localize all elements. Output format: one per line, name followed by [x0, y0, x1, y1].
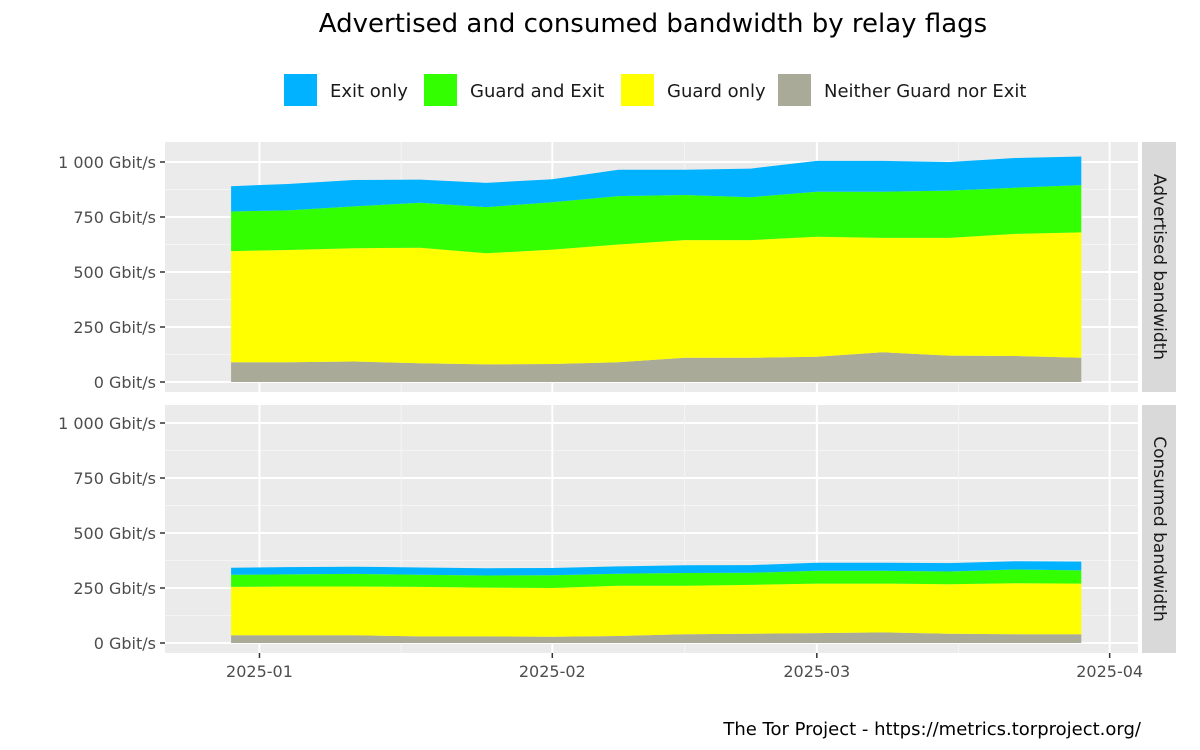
strip-label: Advertised bandwidth [1149, 174, 1169, 360]
y-tick-label: 500 Gbit/s [73, 524, 156, 543]
area-guard-only [231, 583, 1082, 637]
legend: Exit only Guard and Exit Guard only Neither… [284, 74, 1026, 106]
caption: The Tor Project - https://metrics.torpro… [722, 719, 1142, 740]
area-guard-only [231, 232, 1082, 365]
y-tick-label: 250 Gbit/s [73, 579, 156, 598]
x-tick-label: 2025-01 [226, 662, 293, 681]
legend-label-guard-only: Guard only [667, 81, 766, 102]
y-tick-label: 0 Gbit/s [94, 634, 156, 653]
y-tick-label: 250 Gbit/s [73, 318, 156, 337]
legend-label-neither-guard-nor-exit: Neither Guard nor Exit [824, 81, 1026, 102]
x-axis: 2025-01 2025-02 2025-03 2025-04 [226, 653, 1143, 681]
y-tick-label: 1 000 Gbit/s [58, 153, 156, 172]
legend-label-exit-only: Exit only [330, 81, 408, 102]
legend-swatch-guard-only [621, 74, 654, 106]
y-axis: 0 Gbit/s 250 Gbit/s 500 Gbit/s 750 Gbit/s 1 … [58, 153, 165, 392]
y-tick-label: 1 000 Gbit/s [58, 414, 156, 433]
area-exit-only [231, 156, 1082, 212]
area-guard-and-exit [231, 569, 1082, 588]
area-guard-and-exit [231, 185, 1082, 254]
legend-label-guard-and-exit: Guard and Exit [470, 81, 604, 102]
x-tick-label: 2025-03 [783, 662, 850, 681]
y-tick-label: 750 Gbit/s [73, 469, 156, 488]
y-axis: 0 Gbit/s 250 Gbit/s 500 Gbit/s 750 Gbit/s 1 … [58, 414, 165, 653]
chart-title: Advertised and consumed bandwidth by rel… [319, 9, 987, 39]
strip-background [1142, 405, 1176, 653]
strip-label: Consumed bandwidth [1149, 436, 1169, 622]
panel-consumed: 0 Gbit/s 250 Gbit/s 500 Gbit/s 750 Gbit/s 1 … [58, 405, 1176, 653]
strip-background [1142, 142, 1176, 392]
area-neither-guard-nor-exit [231, 632, 1082, 643]
y-tick-label: 500 Gbit/s [73, 263, 156, 282]
legend-swatch-exit-only [284, 74, 317, 106]
legend-swatch-guard-and-exit [424, 74, 457, 106]
stacked-areas [231, 156, 1082, 382]
legend-swatch-neither-guard-nor-exit [778, 74, 811, 106]
x-tick-label: 2025-02 [519, 662, 586, 681]
area-neither-guard-nor-exit [231, 352, 1082, 382]
y-tick-label: 750 Gbit/s [73, 208, 156, 227]
stacked-areas [231, 561, 1082, 643]
x-tick-label: 2025-04 [1076, 662, 1143, 681]
panel-advertised: 0 Gbit/s 250 Gbit/s 500 Gbit/s 750 Gbit/s 1 … [58, 142, 1176, 392]
y-tick-label: 0 Gbit/s [94, 373, 156, 392]
area-exit-only [231, 561, 1082, 576]
